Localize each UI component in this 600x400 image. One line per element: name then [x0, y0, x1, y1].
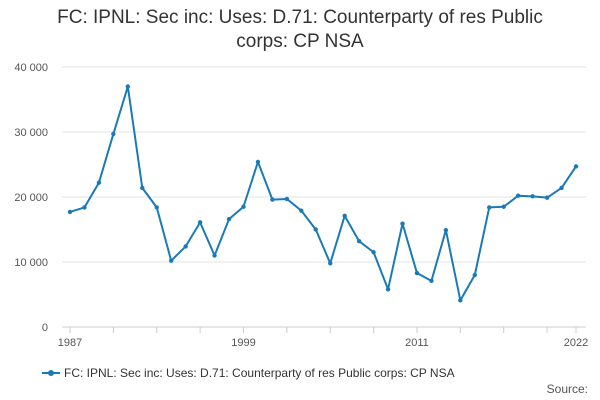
y-tick-label: 20 000 — [14, 192, 48, 204]
data-point[interactable] — [111, 131, 116, 137]
data-point[interactable] — [140, 185, 145, 191]
data-point[interactable] — [385, 287, 391, 292]
data-point[interactable] — [472, 272, 477, 278]
data-point[interactable] — [559, 185, 564, 191]
y-tick-label: 10 000 — [14, 257, 48, 269]
data-point[interactable] — [573, 164, 579, 169]
data-point[interactable] — [313, 227, 318, 232]
x-axis: 1987 1999 2011 2022 — [58, 326, 588, 349]
data-point[interactable] — [284, 196, 290, 202]
series-line — [69, 85, 577, 302]
legend-label: FC: IPNL: Sec inc: Uses: D.71: Counterpa… — [64, 366, 455, 380]
data-point[interactable] — [183, 244, 188, 249]
data-point[interactable] — [169, 258, 174, 263]
data-point[interactable] — [67, 209, 73, 215]
chart-title-line-2: corps: CP NSA — [236, 31, 364, 52]
chart-title: FC: IPNL: Sec inc: Uses: D.71: Counterpa… — [0, 6, 600, 54]
x-tick-label: 1987 — [58, 337, 82, 349]
data-point[interactable] — [212, 253, 217, 258]
y-tick-label: 40 000 — [14, 62, 48, 74]
legend-swatch-icon — [42, 367, 60, 379]
data-point[interactable] — [270, 197, 275, 202]
data-point[interactable] — [487, 205, 492, 210]
series-group — [67, 84, 579, 303]
data-point[interactable] — [458, 298, 463, 303]
x-tick-label: 2011 — [405, 337, 429, 349]
source-label: Source: — [546, 382, 588, 396]
data-point[interactable] — [125, 84, 131, 89]
data-point[interactable] — [299, 208, 304, 213]
x-tick-label: 1999 — [231, 337, 255, 349]
data-point[interactable] — [429, 278, 434, 284]
data-point[interactable] — [154, 205, 159, 210]
grid-lines — [62, 66, 586, 263]
data-point[interactable] — [96, 180, 102, 185]
data-point[interactable] — [226, 216, 232, 222]
data-point[interactable] — [414, 270, 420, 276]
data-point[interactable] — [328, 261, 333, 266]
y-tick-label: 30 000 — [14, 127, 48, 139]
data-point[interactable] — [501, 204, 506, 209]
y-axis: 0 10 000 20 000 30 000 40 000 — [14, 62, 48, 334]
data-point[interactable] — [371, 250, 376, 255]
chart-title-line-1: FC: IPNL: Sec inc: Uses: D.71: Counterpa… — [57, 7, 543, 28]
data-point[interactable] — [197, 220, 203, 225]
data-point[interactable] — [342, 213, 347, 219]
data-point[interactable] — [356, 239, 362, 244]
data-point[interactable] — [443, 227, 449, 233]
y-tick-label: 0 — [42, 322, 48, 334]
data-point[interactable] — [515, 193, 521, 198]
x-tick-label: 2022 — [564, 337, 588, 349]
data-point[interactable] — [530, 194, 535, 199]
legend: FC: IPNL: Sec inc: Uses: D.71: Counterpa… — [42, 366, 455, 380]
data-point[interactable] — [255, 159, 261, 165]
data-point[interactable] — [241, 204, 246, 209]
data-point[interactable] — [400, 221, 405, 226]
data-point[interactable] — [82, 205, 87, 210]
data-point[interactable] — [544, 195, 550, 200]
